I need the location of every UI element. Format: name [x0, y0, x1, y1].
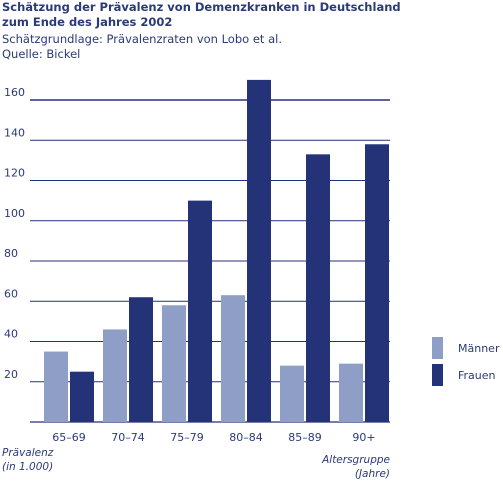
x-tick-label: 90+: [352, 431, 375, 444]
legend-swatch-frauen: [432, 364, 443, 386]
bars: [44, 79, 389, 422]
x-tick-label: 65–69: [52, 431, 86, 444]
bar-frauen: [365, 144, 389, 422]
y-axis-label: Prävalenz (in 1.000): [2, 446, 53, 474]
chart-title: Schätzung der Prävalenz von Demenzkranke…: [2, 0, 401, 29]
bar-frauen: [188, 200, 212, 422]
x-tick-labels: 65–69 70–74 75–79 80–84 85–89 90+: [52, 431, 375, 444]
legend-swatch-maenner: [432, 337, 443, 359]
x-axis-label: Altersgruppe (Jahre): [318, 453, 390, 481]
y-axis-label-line1: Prävalenz: [2, 447, 54, 459]
y-tick-label: 40: [4, 328, 18, 341]
chart-subtitle: Schätzgrundlage: Prävalenzraten von Lobo…: [2, 32, 282, 46]
y-tick-label: 100: [4, 207, 25, 220]
bar-maenner: [280, 365, 304, 422]
bar-maenner: [44, 351, 68, 422]
y-tick-label: 120: [4, 167, 25, 180]
y-tick-label: 160: [4, 86, 25, 99]
y-tick-label: 20: [4, 368, 18, 381]
y-axis-label-line2: (in 1.000): [2, 461, 54, 473]
x-tick-label: 70–74: [111, 431, 145, 444]
y-tick-label: 80: [4, 247, 18, 260]
y-tick-label: 140: [4, 126, 25, 139]
x-axis-label-line1: Altersgruppe: [322, 454, 390, 466]
x-tick-label: 80–84: [229, 431, 263, 444]
legend-item-frauen: Frauen: [432, 364, 502, 386]
bar-maenner: [221, 295, 245, 422]
x-axis-label-line2: (Jahre): [354, 468, 390, 480]
bar-maenner: [339, 363, 363, 422]
y-tick-labels: 20 40 60 80 100 120 140 160: [4, 86, 25, 381]
x-tick-label: 75–79: [170, 431, 204, 444]
bar-frauen: [70, 371, 94, 422]
legend-item-maenner: Männer: [432, 337, 502, 359]
chart-source: Quelle: Bickel: [2, 47, 81, 61]
bar-frauen: [306, 154, 330, 422]
legend-label-maenner: Männer: [458, 342, 500, 355]
bar-frauen: [129, 297, 153, 422]
bar-frauen: [247, 79, 271, 422]
legend-label-frauen: Frauen: [458, 369, 496, 382]
y-tick-label: 60: [4, 287, 18, 300]
x-tick-label: 85–89: [288, 431, 322, 444]
bar-maenner: [103, 329, 127, 422]
bar-maenner: [162, 305, 186, 422]
